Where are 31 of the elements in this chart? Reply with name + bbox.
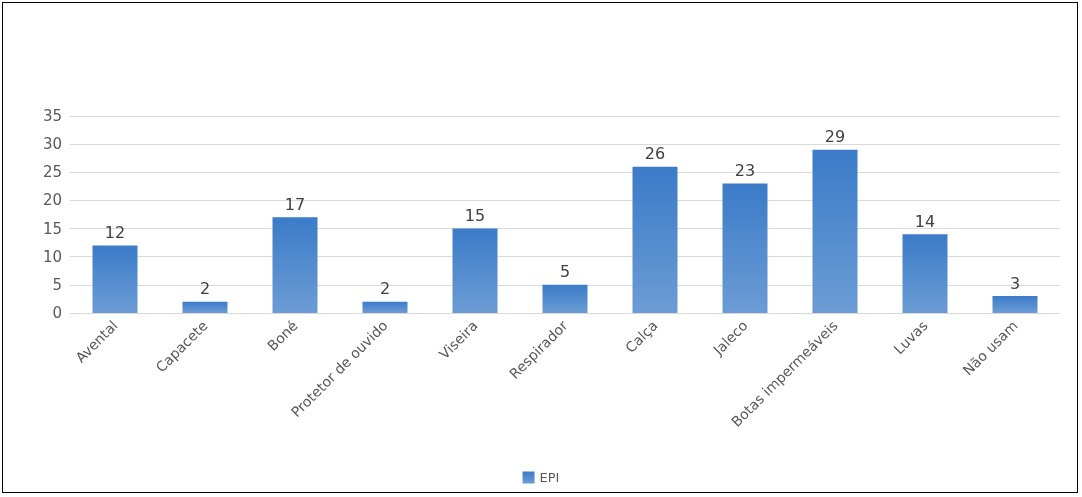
y-tick-label: 25 — [42, 163, 62, 182]
y-tick-label: 35 — [42, 107, 62, 125]
bar — [272, 217, 318, 313]
y-tick-label: 10 — [42, 247, 62, 266]
legend-label: EPI — [539, 470, 560, 485]
y-tick-label: 0 — [52, 304, 62, 322]
bar — [632, 166, 678, 313]
bar — [902, 234, 948, 313]
bar — [452, 228, 498, 313]
y-tick-label: 15 — [42, 219, 62, 238]
data-label: 17 — [284, 194, 306, 214]
data-label: 5 — [559, 262, 571, 282]
data-label: 12 — [104, 222, 126, 242]
data-label: 15 — [464, 206, 486, 226]
bar — [362, 301, 408, 313]
bar — [812, 149, 858, 313]
data-label: 29 — [824, 127, 846, 147]
bar — [992, 296, 1038, 313]
bar — [92, 245, 138, 313]
data-label: 3 — [1009, 273, 1021, 293]
data-label: 2 — [379, 279, 391, 299]
bar — [182, 301, 228, 313]
data-label: 23 — [734, 161, 756, 181]
y-tick-label: 20 — [42, 191, 62, 210]
bar — [722, 183, 768, 313]
data-label: 26 — [644, 144, 666, 164]
y-tick-label: 5 — [52, 275, 62, 294]
data-label: 14 — [914, 211, 936, 231]
bar — [542, 284, 588, 313]
data-label: 2 — [199, 279, 211, 299]
y-tick-label: 30 — [42, 135, 62, 154]
